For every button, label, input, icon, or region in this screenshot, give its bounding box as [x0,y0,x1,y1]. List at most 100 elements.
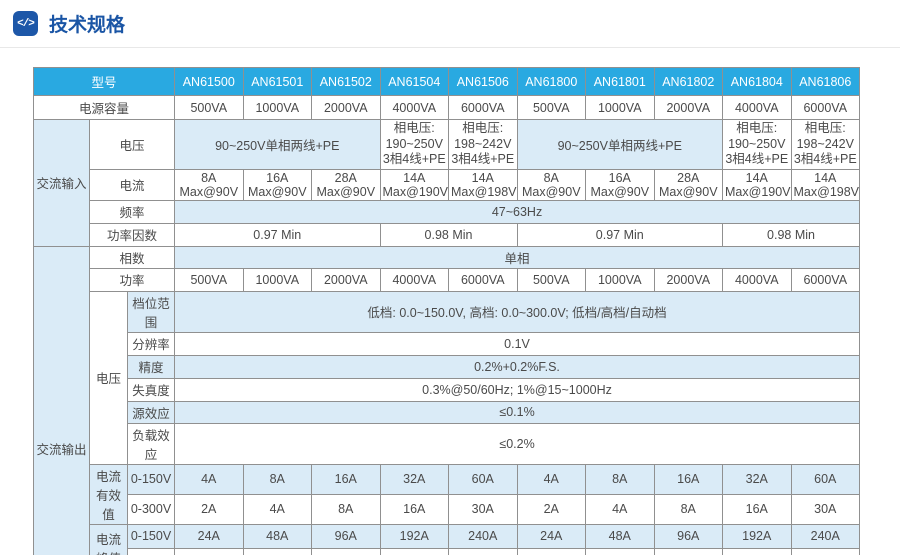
output-power-value: 6000VA [790,267,861,292]
capacity-value: 2000VA [653,95,724,120]
range-value: 低档: 0.0~150.0V, 高档: 0.0~300.0V; 低档/高档/自动… [174,290,861,333]
power-factor-value: 0.97 Min [174,222,381,247]
output-power-value: 6000VA [448,267,518,292]
range-label: 档位范围 [126,290,176,333]
current-value: 14A Max@190V [379,168,450,201]
capacity-value: 6000VA [790,95,861,120]
accuracy-row: 精度 0.2%+0.2%F.S. [34,354,861,379]
model-cell: AN61504 [379,67,450,96]
rms-value: 16A [722,493,792,525]
current-value: 28A Max@90V [311,168,381,201]
peak-value: 192A [379,523,450,549]
peak-value: 96A [311,523,381,549]
phase-label: 相数 [88,245,176,269]
power-factor-value: 0.98 Min [379,222,518,247]
frequency-value: 47~63Hz [174,199,861,224]
frequency-label: 频率 [88,199,176,224]
capacity-value: 1000VA [585,95,655,120]
ac-input-frequency-row: 频率 47~63Hz [34,199,861,224]
peak-value: 24A [516,523,587,549]
voltage-value: 相电压: 198~242V 3相4线+PE [790,119,861,170]
voltage-value: 相电压: 198~242V 3相4线+PE [448,119,518,170]
peak-value: 96A [722,547,792,555]
distortion-label: 失真度 [126,377,176,402]
line-regulation-label: 源效应 [126,400,176,424]
power-factor-row: 功率因数 0.97 Min 0.98 Min 0.97 Min 0.98 Min [34,222,861,247]
rms-value: 30A [790,493,861,525]
spec-table: 型号 AN61500 AN61501 AN61502 AN61504 AN615… [32,67,861,555]
phase-row: 交流输出 相数 单相 [33,245,861,555]
voltage-value: 相电压: 190~250V 3相4线+PE [379,119,450,170]
capacity-value: 4000VA [379,95,450,120]
ac-input-group-label: 交流输入 [33,119,90,247]
capacity-value: 6000VA [448,95,518,120]
rms-value: 60A [790,463,861,495]
resolution-label: 分辨率 [126,331,176,356]
ac-input-current-row: 电流 8A Max@90V 16A Max@90V 28A Max@90V 14… [34,168,861,201]
ac-input-voltage-row: 交流输入 电压 90~250V单相两线+PE 相电压: 190~250V 3相4… [33,119,861,247]
line-regulation-value: ≤0.1% [174,400,861,424]
peak-150-label: 0-150V [126,523,176,549]
model-cell: AN61800 [516,67,587,96]
model-cell: AN61801 [585,67,655,96]
capacity-value: 2000VA [311,95,381,120]
model-cell: AN61502 [311,67,381,96]
model-cell: AN61500 [174,67,244,96]
peak-value: 24A [174,523,244,549]
rms-value: 32A [379,463,450,495]
load-regulation-value: ≤0.2% [174,422,861,465]
current-value: 14A Max@198V [790,168,861,201]
peak-value: 240A [448,523,518,549]
current-value: 8A Max@90V [174,168,244,201]
output-power-value: 500VA [516,267,587,292]
current-value: 8A Max@90V [516,168,587,201]
rms-value: 32A [722,463,792,495]
voltage-value: 90~250V单相两线+PE [516,119,724,170]
output-power-label: 功率 [88,267,176,292]
peak-value: 48A [311,547,381,555]
rms-value: 8A [653,493,724,525]
power-factor-value: 0.98 Min [722,222,861,247]
current-value: 16A Max@90V [585,168,655,201]
model-cell: AN61802 [653,67,724,96]
output-power-value: 2000VA [311,267,381,292]
capacity-row: 电源容量 500VA 1000VA 2000VA 4000VA 6000VA 5… [32,95,861,120]
line-regulation-row: 源效应 ≤0.1% [34,400,861,424]
output-power-value: 1000VA [242,267,313,292]
output-voltage-label: 电压 [89,290,128,465]
output-power-value: 500VA [174,267,244,292]
rms-value: 4A [585,493,655,525]
rms-value: 4A [242,493,313,525]
model-header-label: 型号 [32,67,176,96]
output-power-value: 4000VA [379,267,450,292]
rms-value: 8A [585,463,655,495]
rms-value: 8A [242,463,313,495]
page-title: 技术规格 [49,15,126,36]
accuracy-label: 精度 [126,354,176,379]
rms-current-label: 电流 有效值 [89,463,128,525]
current-value: 14A Max@198V [448,168,518,201]
rms-value: 4A [174,463,244,495]
model-cell: AN61806 [790,67,861,96]
accuracy-value: 0.2%+0.2%F.S. [174,354,861,379]
rms-current-300-row: 0-300V 2A 4A 8A 16A 30A 2A 4A 8A 16A 30A [34,493,861,525]
current-value: 14A Max@190V [722,168,792,201]
rms-value: 60A [448,463,518,495]
rms-value: 4A [516,463,587,495]
peak-current-label: 电流 峰值 [89,523,128,555]
rms-value: 16A [311,463,381,495]
distortion-row: 失真度 0.3%@50/60Hz; 1%@15~1000Hz [34,377,861,402]
peak-current-150-row: 电流 峰值 0-150V 24A 48A 96A 192A 240A 24A 4… [34,523,861,555]
code-icon: </> [13,11,38,36]
model-cell: AN61501 [242,67,313,96]
rms-value: 2A [516,493,587,525]
load-regulation-row: 负载效应 ≤0.2% [34,422,861,465]
voltage-range-row: 电压 档位范围 低档: 0.0~150.0V, 高档: 0.0~300.0V; … [34,290,861,465]
peak-value: 12A [174,547,244,555]
peak-value: 48A [242,523,313,549]
capacity-value: 4000VA [722,95,792,120]
resolution-row: 分辨率 0.1V [34,331,861,356]
rms-value: 30A [448,493,518,525]
output-power-value: 4000VA [722,267,792,292]
rms-value: 8A [311,493,381,525]
